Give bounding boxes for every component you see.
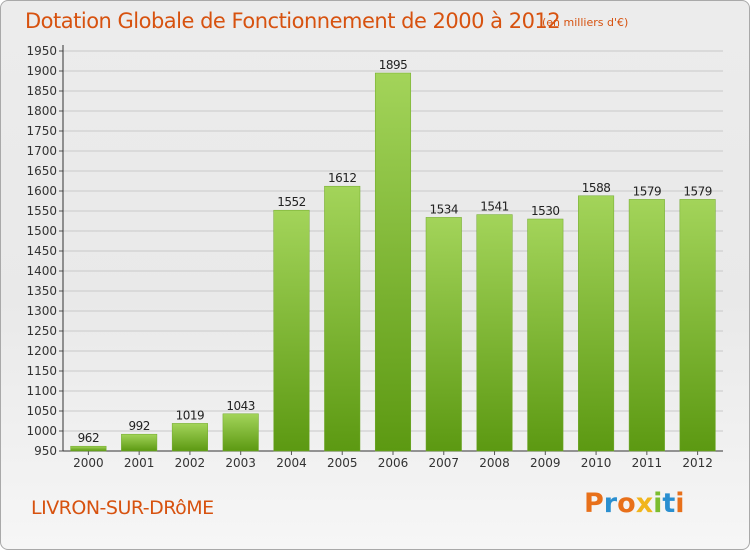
bar-2005 xyxy=(324,185,361,452)
y-tick-label: 1450 xyxy=(26,244,57,258)
data-label-2000: 962 xyxy=(78,431,99,445)
x-tick-label-2006: 2006 xyxy=(378,456,409,470)
bar-2003 xyxy=(222,413,259,452)
data-label-2005: 1612 xyxy=(328,171,357,185)
y-tick-label: 1600 xyxy=(26,184,57,198)
data-label-2007: 1534 xyxy=(429,202,458,216)
y-tick-label: 1250 xyxy=(26,324,57,338)
x-tick-label-2010: 2010 xyxy=(581,456,612,470)
y-tick-label: 1750 xyxy=(26,124,57,138)
data-label-2001: 992 xyxy=(128,419,149,433)
x-tick-label-2003: 2003 xyxy=(225,456,256,470)
bar-2009 xyxy=(527,218,564,452)
y-tick-label: 1650 xyxy=(26,164,57,178)
bar-2006 xyxy=(374,72,412,452)
bar-2008 xyxy=(476,214,513,452)
y-tick-label: 950 xyxy=(34,444,57,458)
x-tick-label-2005: 2005 xyxy=(327,456,358,470)
data-label-2008: 1541 xyxy=(480,200,509,214)
y-tick-label: 1950 xyxy=(26,44,57,58)
data-label-2003: 1043 xyxy=(226,399,255,413)
x-tick-label-2012: 2012 xyxy=(682,456,713,470)
data-label-2011: 1579 xyxy=(633,184,662,198)
logo-letter: t xyxy=(662,488,676,519)
x-tick-label-2007: 2007 xyxy=(428,456,459,470)
commune-name: LIVRON-SUR-DRôME xyxy=(31,497,214,519)
bar-2000 xyxy=(70,445,107,452)
y-tick-label: 1150 xyxy=(26,364,57,378)
bar-2002 xyxy=(171,423,208,452)
logo-letter: x xyxy=(635,488,654,519)
bar-2001 xyxy=(121,433,158,452)
data-label-2012: 1579 xyxy=(683,184,712,198)
y-tick-label: 1900 xyxy=(26,64,57,78)
data-label-2004: 1552 xyxy=(277,195,306,209)
chart-subtitle: (en milliers d'€) xyxy=(542,16,629,29)
x-tick-label-2002: 2002 xyxy=(175,456,206,470)
bars xyxy=(70,72,716,452)
y-tick-label: 1000 xyxy=(26,424,57,438)
bar-2010 xyxy=(578,195,615,452)
x-tick-label-2000: 2000 xyxy=(73,456,104,470)
bar-2004 xyxy=(273,209,310,452)
y-tick-label: 1800 xyxy=(26,104,57,118)
y-tick-label: 1700 xyxy=(26,144,57,158)
x-tick-label-2008: 2008 xyxy=(479,456,510,470)
x-tick-label-2001: 2001 xyxy=(124,456,155,470)
data-label-2010: 1588 xyxy=(582,181,611,195)
y-tick-label: 1850 xyxy=(26,84,57,98)
data-label-2002: 1019 xyxy=(176,408,205,422)
bar-2007 xyxy=(425,217,462,452)
logo-letter: i xyxy=(675,488,685,519)
axes: 950 1000 1050 1100 1150 1200 1250 1300 1350 1400 1… xyxy=(26,44,723,470)
y-tick-label: 1100 xyxy=(26,384,57,398)
y-tick-label: 1400 xyxy=(26,264,57,278)
bar-2011 xyxy=(628,199,665,452)
logo-letter: o xyxy=(617,488,636,519)
logo-letter: i xyxy=(653,488,663,519)
logo-letter: r xyxy=(603,488,618,519)
x-tick-label-2009: 2009 xyxy=(530,456,561,470)
logo-letter: P xyxy=(584,488,604,519)
x-tick-label-2011: 2011 xyxy=(632,456,663,470)
y-tick-label: 1500 xyxy=(26,224,57,238)
y-tick-label: 1300 xyxy=(26,304,57,318)
chart-title: Dotation Globale de Fonctionnement de 20… xyxy=(25,9,561,33)
y-tick-label: 1350 xyxy=(26,284,57,298)
x-tick-label-2004: 2004 xyxy=(276,456,307,470)
y-tick-label: 1200 xyxy=(26,344,57,358)
bar-2012 xyxy=(679,199,716,452)
y-tick-label: 1050 xyxy=(26,404,57,418)
data-label-2009: 1530 xyxy=(531,204,560,218)
proxiti-logo[interactable]: Proxiti xyxy=(584,488,685,519)
data-label-2006: 1895 xyxy=(379,58,408,72)
y-tick-label: 1550 xyxy=(26,204,57,218)
data-labels: 962 992 1019 1043 1552 1612 1895 1534 1541 1530 15… xyxy=(78,58,713,445)
